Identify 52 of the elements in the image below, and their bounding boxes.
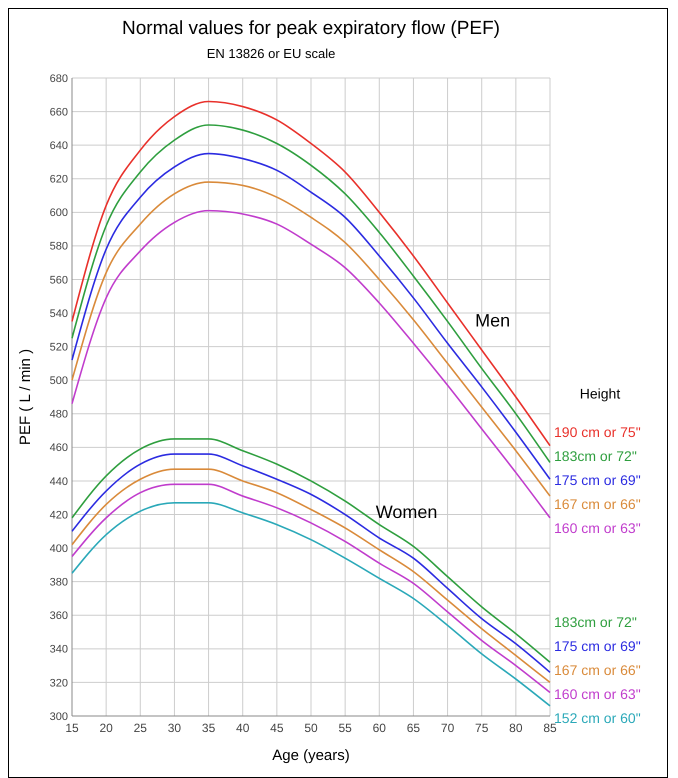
x-tick-label: 60 xyxy=(372,721,386,735)
series-label: 175 cm or 69" xyxy=(554,638,641,654)
y-tick-label: 340 xyxy=(50,644,68,656)
series-label: 175 cm or 69" xyxy=(554,472,641,488)
y-tick-label: 380 xyxy=(50,576,68,589)
x-tick-label: 40 xyxy=(236,721,250,735)
annotation: Women xyxy=(376,502,438,522)
x-tick-label: 15 xyxy=(65,721,79,735)
series-label: 160 cm or 63" xyxy=(554,686,641,702)
chart-subtitle: EN 13826 or EU scale xyxy=(206,46,336,61)
x-tick-label: 65 xyxy=(406,721,420,735)
x-tick-label: 55 xyxy=(338,721,352,735)
x-tick-label: 35 xyxy=(202,721,216,735)
series-label: 160 cm or 63" xyxy=(554,520,641,536)
series-label: 183cm or 72" xyxy=(554,614,637,630)
y-tick-label: 320 xyxy=(50,677,68,690)
y-tick-label: 440 xyxy=(50,476,68,488)
y-axis-title: PEF ( L / min ) xyxy=(17,348,34,446)
y-tick-label: 500 xyxy=(50,375,68,388)
y-tick-label: 520 xyxy=(50,341,68,354)
series-label: 167 cm or 66" xyxy=(554,662,641,678)
y-tick-label: 560 xyxy=(50,274,68,286)
chart-title: Normal values for peak expiratory flow (PEF) xyxy=(122,18,500,39)
x-tick-label: 25 xyxy=(134,721,148,735)
x-tick-label: 80 xyxy=(509,721,523,735)
y-tick-label: 660 xyxy=(50,106,68,118)
y-tick-label: 360 xyxy=(50,610,68,622)
x-tick-label: 30 xyxy=(168,721,182,735)
y-tick-label: 300 xyxy=(50,710,68,723)
y-tick-label: 680 xyxy=(50,72,68,85)
y-tick-label: 540 xyxy=(50,308,68,320)
y-tick-label: 600 xyxy=(50,207,68,220)
series-label: 190 cm or 75" xyxy=(554,424,641,440)
y-tick-label: 640 xyxy=(50,140,68,152)
x-tick-label: 75 xyxy=(475,721,489,735)
y-tick-label: 480 xyxy=(50,408,68,421)
x-tick-label: 45 xyxy=(270,721,284,735)
x-tick-label: 70 xyxy=(440,721,455,735)
x-axis-title: Age (years) xyxy=(272,747,350,764)
legend-title: Height xyxy=(580,385,620,402)
series-label: 152 cm or 60" xyxy=(554,710,641,726)
y-tick-label: 620 xyxy=(50,174,68,186)
series-label: 183cm or 72" xyxy=(554,448,637,464)
annotation: Men xyxy=(475,310,510,331)
y-tick-label: 580 xyxy=(50,240,68,253)
y-tick-label: 420 xyxy=(50,509,68,522)
y-tick-label: 460 xyxy=(50,442,68,454)
x-tick-label: 50 xyxy=(304,721,318,735)
y-tick-label: 400 xyxy=(50,542,68,555)
x-tick-label: 85 xyxy=(543,721,557,735)
series-label: 167 cm or 66" xyxy=(554,496,641,512)
x-tick-label: 20 xyxy=(99,721,114,735)
